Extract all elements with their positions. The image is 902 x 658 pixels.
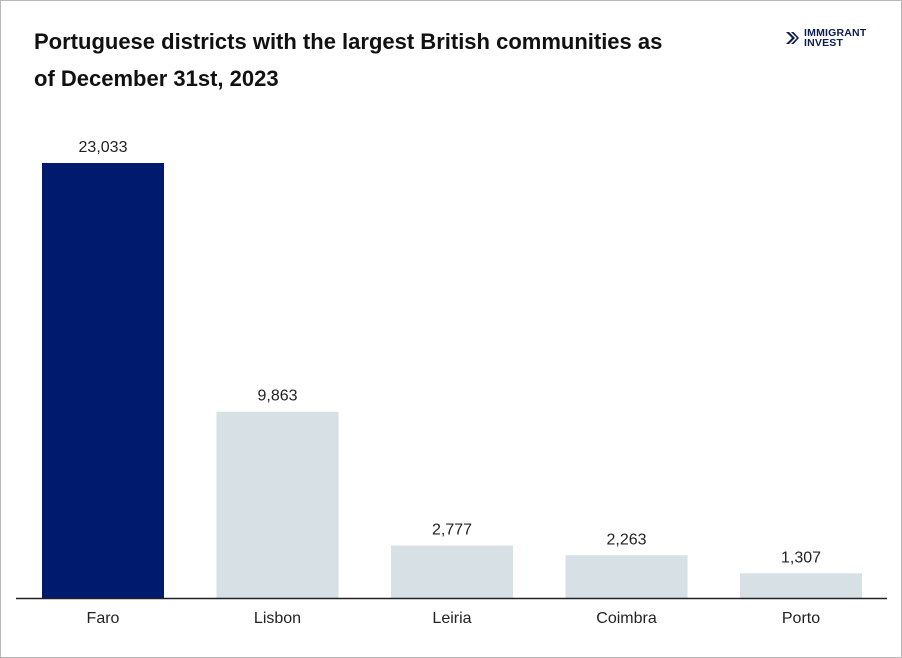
brand-line-2: INVEST xyxy=(804,37,844,49)
category-label-coimbra: Coimbra xyxy=(596,610,657,627)
category-label-porto: Porto xyxy=(782,610,820,627)
data-label-porto: 1,307 xyxy=(781,549,821,566)
category-label-lisbon: Lisbon xyxy=(254,610,301,627)
data-label-lisbon: 9,863 xyxy=(257,388,297,405)
chart-title: Portuguese districts with the largest Br… xyxy=(34,29,663,91)
double-chevron-icon xyxy=(786,32,799,44)
category-label-leiria: Leiria xyxy=(432,610,471,627)
brand-logo: IMMIGRANT INVEST xyxy=(785,28,866,48)
data-label-leiria: 2,777 xyxy=(432,522,472,539)
brand-line-1: IMMIGRANT xyxy=(804,27,867,39)
bar-leiria xyxy=(391,545,513,598)
data-label-coimbra: 2,263 xyxy=(606,531,646,548)
brand-wordmark: IMMIGRANT INVEST xyxy=(804,27,867,49)
bar-coimbra xyxy=(565,555,688,598)
bar-lisbon xyxy=(216,411,339,598)
category-label-faro: Faro xyxy=(87,610,120,627)
bar-porto xyxy=(740,573,862,598)
bar-faro xyxy=(42,163,164,598)
data-label-faro: 23,033 xyxy=(79,139,128,156)
